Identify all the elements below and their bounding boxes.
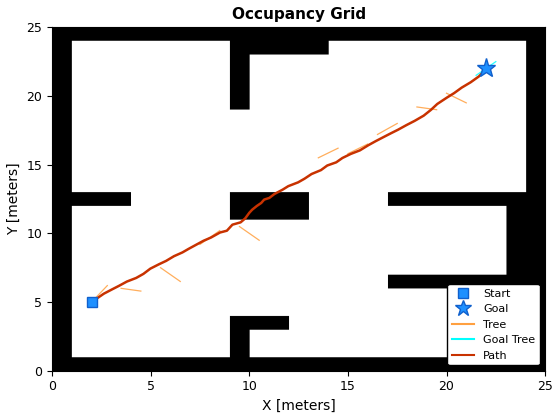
Y-axis label: Y [meters]: Y [meters] — [7, 163, 21, 235]
X-axis label: X [meters]: X [meters] — [262, 399, 335, 413]
Title: Occupancy Grid: Occupancy Grid — [231, 7, 366, 22]
Legend: Start, Goal, Tree, Goal Tree, Path: Start, Goal, Tree, Goal Tree, Path — [447, 284, 540, 365]
